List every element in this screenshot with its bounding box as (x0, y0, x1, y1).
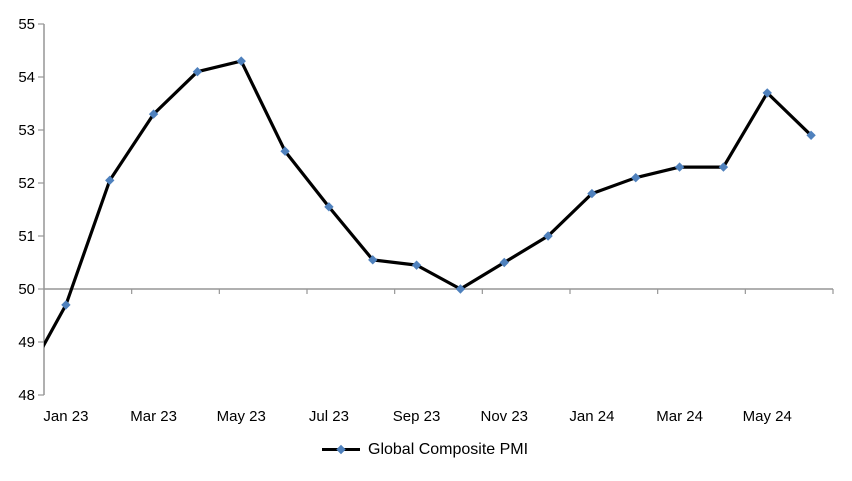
y-tick-label: 49 (18, 334, 35, 351)
data-point-marker (148, 109, 159, 119)
legend-label: Global Composite PMI (368, 441, 529, 458)
data-point-marker (192, 67, 203, 77)
x-tick-label: May 24 (743, 408, 792, 425)
y-tick-label: 54 (18, 69, 35, 86)
data-point-marker (61, 300, 71, 310)
y-axis: 48 49 50 51 52 53 54 55 (18, 16, 45, 404)
legend-line-marker-icon (322, 444, 360, 455)
data-point-marker (368, 255, 378, 265)
data-point-marker (499, 257, 509, 268)
data-point-marker (718, 162, 729, 172)
y-tick-label: 53 (18, 122, 35, 139)
y-tick-label: 50 (18, 281, 35, 298)
pmi-data-line (44, 59, 813, 348)
legend-diamond-marker-icon (336, 444, 346, 455)
x-tick-label: Sep 23 (393, 408, 441, 425)
data-point-marker (280, 146, 290, 156)
data-point-marker (236, 56, 246, 66)
data-point-marker (674, 162, 685, 172)
x-tick-label: Jul 23 (309, 408, 349, 425)
data-point-marker (105, 175, 115, 186)
y-tick-label: 48 (18, 387, 35, 404)
data-point-marker (806, 130, 816, 140)
data-point-marker (762, 88, 772, 98)
x-tick-label: Nov 23 (480, 408, 528, 425)
y-tick-label: 55 (18, 16, 35, 33)
x-tick-label: Mar 23 (130, 408, 177, 425)
x-tick-label: May 23 (217, 408, 266, 425)
data-point-marker (587, 188, 597, 199)
x-tick-label: Jan 24 (569, 408, 614, 425)
x-tick-label: Jan 23 (43, 408, 88, 425)
data-point-marker (543, 231, 553, 241)
data-point-marker (324, 202, 334, 212)
y-tick-label: 52 (18, 175, 35, 192)
y-tick-label: 51 (18, 228, 35, 245)
x-axis-labels: Jan 23 Mar 23 May 23 Jul 23 Sep 23 Nov 23 Jan … (43, 408, 791, 425)
data-point-markers (61, 56, 816, 310)
data-point-marker (411, 260, 422, 270)
legend: Global Composite PMI (322, 440, 528, 459)
data-point-marker (631, 173, 641, 183)
data-point-marker (455, 284, 466, 294)
x-tick-label: Mar 24 (656, 408, 703, 425)
category-axis (44, 288, 834, 294)
